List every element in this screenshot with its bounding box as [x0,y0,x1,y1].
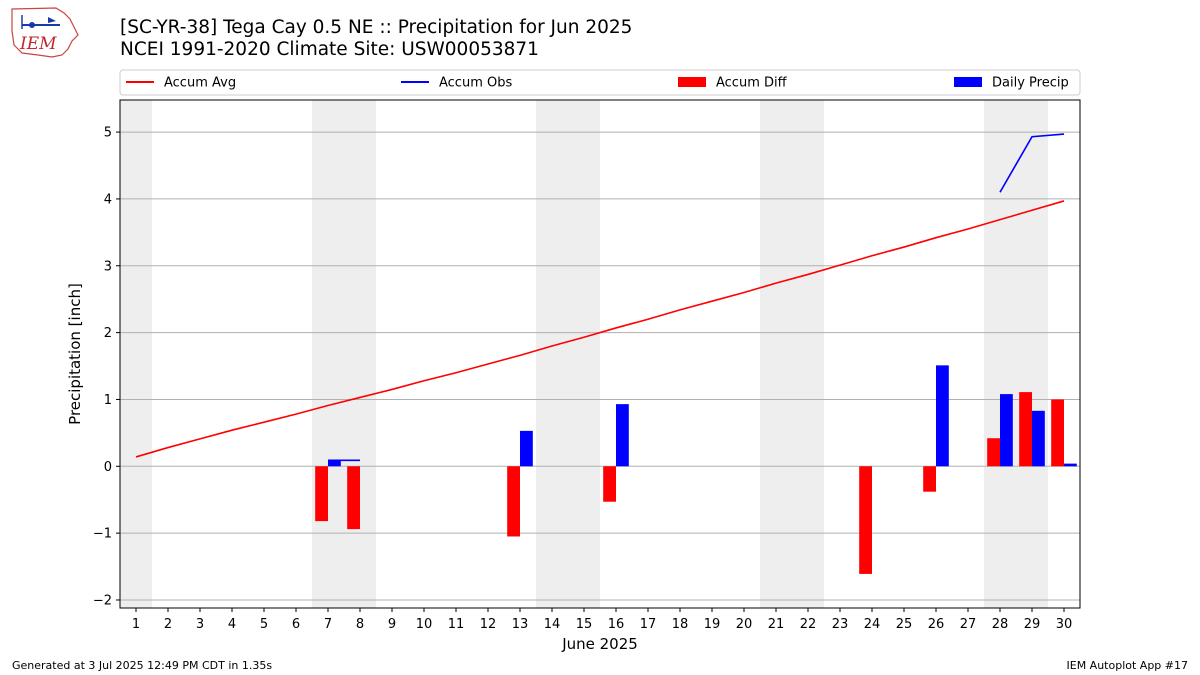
x-tick-label: 7 [324,617,332,632]
x-tick-label: 29 [1024,617,1041,632]
x-tick-label: 23 [832,617,849,632]
daily-precip-bar [936,365,949,467]
legend-label: Daily Precip [992,76,1069,91]
weekend-shade [568,100,600,608]
weekend-shade [344,100,376,608]
chart-title-line2: NCEI 1991-2020 Climate Site: USW00053871 [120,39,539,60]
footer-generated-text: Generated at 3 Jul 2025 12:49 PM CDT in … [12,659,273,672]
y-tick-label: −2 [93,593,112,608]
y-tick-label: 1 [104,393,112,408]
legend-label: Accum Obs [439,76,512,91]
y-tick-label: 3 [104,259,112,274]
x-tick-label: 10 [416,617,433,632]
legend-swatch-bar [954,77,982,87]
accum-diff-bar [1051,399,1064,467]
x-tick-label: 11 [448,617,465,632]
accum-diff-bar [987,438,1000,467]
chart-title: [SC-YR-38] Tega Cay 0.5 NE :: Precipitat… [120,17,632,61]
x-tick-label: 18 [672,617,689,632]
accum-diff-bar [347,466,360,530]
daily-precip-bar [1064,463,1077,467]
y-tick-label: 2 [104,326,112,341]
x-tick-label: 27 [960,617,977,632]
daily-precip-bar [616,404,629,467]
accum-diff-bar [315,466,328,522]
accum-obs-line [999,133,1065,193]
x-axis-label: June 2025 [561,635,638,653]
x-tick-label: 16 [608,617,625,632]
x-tick-label: 3 [196,617,204,632]
accum-diff-bar [859,466,872,574]
footer-app-label: IEM Autoplot App #17 [1066,659,1189,672]
daily-precip-bar [1000,394,1013,467]
x-tick-label: 25 [896,617,913,632]
accum-avg-line [135,200,1065,458]
legend-label: Accum Avg [164,76,236,91]
y-tick-label: 0 [104,460,112,475]
x-tick-label: 19 [704,617,721,632]
daily-precip-bar [1032,410,1045,467]
x-tick-label: 20 [736,617,753,632]
x-tick-label: 5 [260,617,268,632]
weekend-shade [792,100,824,608]
weekend-shade [1016,100,1048,608]
legend-label: Accum Diff [716,76,788,91]
legend-swatch-bar [678,77,706,87]
y-axis-label: Precipitation [inch] [66,283,84,425]
daily-precip-bar [328,460,341,467]
iem-logo: IEM [8,5,80,59]
x-tick-label: 30 [1056,617,1073,632]
weekend-shade [984,100,1016,608]
x-tick-label: 26 [928,617,945,632]
x-tick-label: 13 [512,617,529,632]
x-tick-label: 4 [228,617,236,632]
accum-diff-bar [923,466,936,492]
weekend-shade [760,100,792,608]
daily-precip-bar [520,430,533,467]
weekend-shade [120,100,152,608]
x-tick-label: 22 [800,617,817,632]
x-tick-label: 28 [992,617,1009,632]
x-tick-label: 17 [640,617,657,632]
x-tick-label: 6 [292,617,300,632]
y-tick-label: 5 [104,126,112,141]
x-tick-label: 12 [480,617,497,632]
y-tick-label: −1 [93,527,112,542]
y-tick-label: 4 [104,192,112,207]
chart-title-line1: [SC-YR-38] Tega Cay 0.5 NE :: Precipitat… [120,17,633,38]
x-tick-label: 2 [164,617,172,632]
x-tick-label: 15 [576,617,593,632]
weekend-shade [312,100,344,608]
x-tick-label: 9 [388,617,396,632]
accum-diff-bar [1019,392,1032,467]
accum-diff-bar [603,466,616,502]
x-tick-label: 21 [768,617,785,632]
plot-frame [119,99,1081,609]
x-tick-label: 8 [356,617,364,632]
accum-diff-bar [507,466,520,537]
logo-wordmark: IEM [19,34,57,54]
weekend-shade [536,100,568,608]
x-tick-label: 1 [132,617,140,632]
legend-box [119,69,1081,96]
x-tick-label: 24 [864,617,881,632]
x-tick-label: 14 [544,617,561,632]
